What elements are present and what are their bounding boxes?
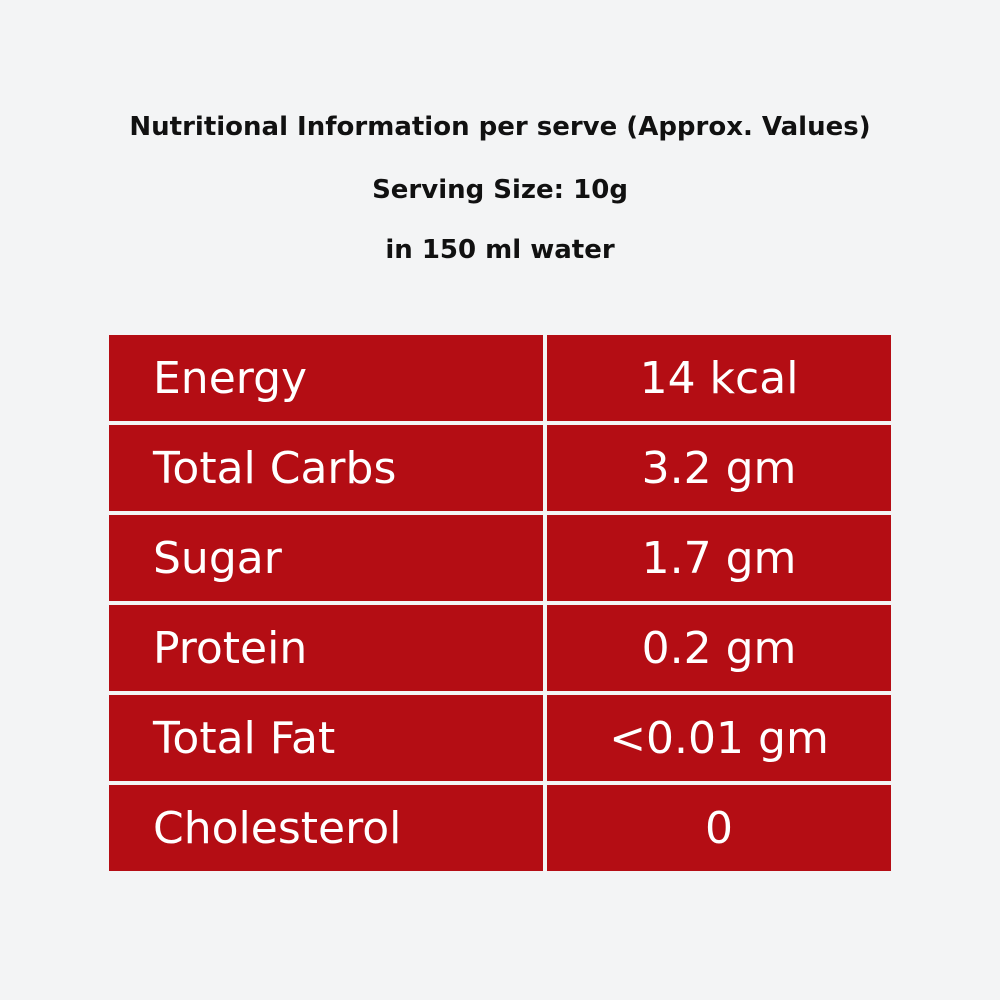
nutrient-value: <0.01 gm: [543, 691, 895, 785]
serving-note: in 150 ml water: [385, 235, 615, 265]
serving-size: Serving Size: 10g: [372, 175, 628, 205]
nutrition-table: Energy 14 kcal Total Carbs 3.2 gm Sugar 1.7 g…: [105, 331, 895, 875]
nutrient-value: 0: [543, 781, 895, 875]
nutrient-name: Total Fat: [105, 691, 547, 785]
nutrient-name: Total Carbs: [105, 421, 547, 515]
table-row: Total Fat <0.01 gm: [105, 691, 895, 785]
nutrient-name: Protein: [105, 601, 547, 695]
nutrient-name: Sugar: [105, 511, 547, 605]
nutrient-name: Cholesterol: [105, 781, 547, 875]
nutrient-value: 0.2 gm: [543, 601, 895, 695]
table-row: Sugar 1.7 gm: [105, 511, 895, 605]
nutrient-value: 14 kcal: [543, 331, 895, 425]
title: Nutritional Information per serve (Appro…: [129, 112, 871, 142]
table-row: Protein 0.2 gm: [105, 601, 895, 695]
table-row: Energy 14 kcal: [105, 331, 895, 425]
table-body: Energy 14 kcal Total Carbs 3.2 gm Sugar 1.7 g…: [105, 331, 895, 875]
nutrient-value: 3.2 gm: [543, 421, 895, 515]
table-row: Cholesterol 0: [105, 781, 895, 875]
table-row: Total Carbs 3.2 gm: [105, 421, 895, 515]
nutrient-name: Energy: [105, 331, 547, 425]
nutrient-value: 1.7 gm: [543, 511, 895, 605]
